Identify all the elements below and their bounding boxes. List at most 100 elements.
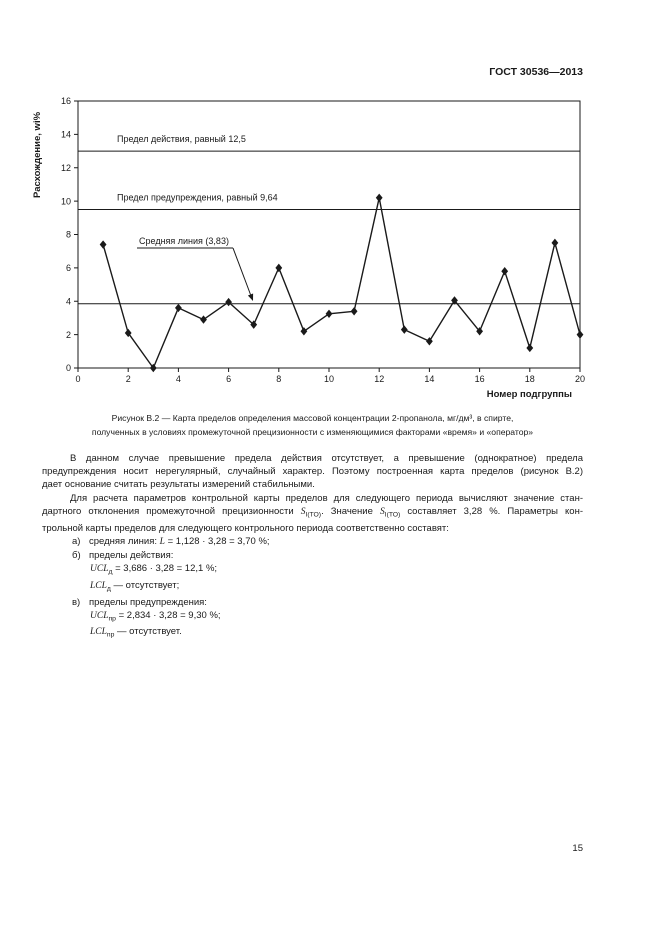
list-marker: б): [72, 549, 81, 561]
x-tick-label: 16: [475, 374, 485, 384]
x-tick-label: 12: [374, 374, 384, 384]
x-tick-label: 14: [424, 374, 434, 384]
formula-text: = 3,686 · 3,28 = 12,1 %;: [112, 563, 218, 575]
figure-caption-line-2: полученных в условиях промежуточной прец…: [91, 426, 534, 437]
paragraph-1-line-3: дает основание считать результаты измере…: [42, 479, 315, 491]
ucl-symbol: UCL: [90, 610, 109, 621]
y-tick-label: 8: [66, 230, 71, 240]
x-tick-label: 10: [324, 374, 334, 384]
y-tick-label: 6: [66, 263, 71, 273]
x-tick-label: 18: [525, 374, 535, 384]
std-deviation-subscript: I(ТО): [384, 511, 401, 519]
x-axis: 0 2 4 6 8 10 12 14 16 18 20: [75, 368, 585, 384]
data-point-marker: [400, 325, 408, 334]
x-tick-label: 6: [226, 374, 231, 384]
ref-line-warning-limit: Предел предупреждения, равный 9,64: [78, 192, 580, 210]
paragraph-2-line-2-text: составляет 3,28 %. Параметры кон-: [400, 505, 583, 517]
lcl-symbol: LCL: [90, 580, 107, 591]
lcl-subscript: д: [106, 585, 111, 593]
y-tick-label: 14: [61, 130, 71, 140]
formula-ucl-action: UCLд = 3,686 · 3,28 = 12,1 %;: [42, 562, 583, 579]
x-axis-title: Номер подгруппы: [487, 389, 572, 400]
body-text: В данном случае превышение предела дейст…: [42, 452, 583, 642]
x-tick-label: 0: [75, 374, 80, 384]
list-item-b: б) пределы действия:: [42, 549, 583, 562]
data-point-marker: [576, 330, 584, 339]
x-tick-label: 4: [176, 374, 181, 384]
y-tick-label: 0: [66, 363, 71, 373]
list-marker: а): [72, 535, 81, 547]
list-item-text: пределы действия:: [89, 549, 174, 561]
x-tick-label: 8: [276, 374, 281, 384]
formula-lcl-action: LCLд — отсутствует;: [42, 579, 583, 596]
data-point-marker: [526, 343, 534, 353]
paragraph-2-line-1: Для расчета параметров контрольной карты…: [70, 492, 583, 504]
callout-arrowhead: [247, 293, 254, 301]
data-point-marker: [149, 363, 157, 373]
paragraph-2-line-3: трольной карты пределов для следующего к…: [42, 522, 449, 534]
data-point-marker: [325, 309, 333, 318]
x-tick-label: 2: [126, 374, 131, 384]
y-tick-label: 4: [66, 296, 71, 306]
list-marker: в): [72, 596, 81, 608]
y-tick-label: 16: [61, 96, 71, 106]
center-line-symbol: L: [159, 536, 165, 547]
data-point-marker: [300, 327, 308, 336]
y-tick-label: 10: [61, 196, 71, 206]
formula-text: — отсутствует;: [110, 579, 180, 591]
paragraph-1-line-1: В данном случае превышение предела дейст…: [70, 453, 583, 464]
lcl-subscript: пр: [106, 631, 115, 639]
x-tick-label: 20: [575, 374, 585, 384]
control-chart: 0 2 4 6 8 10 12 14 16 0 2 4 6 8 10 12 14 16 18 20 Предел дей…: [32, 96, 585, 400]
std-deviation-symbol: S: [379, 506, 385, 517]
warning-limit-label: Предел предупреждения, равный 9,64: [117, 192, 278, 202]
paragraph-2-line-2: дартного отклонения промежуточной прециз…: [42, 505, 583, 522]
data-point-marker: [200, 315, 207, 324]
ref-line-center-line: Средняя линия (3,83): [78, 236, 580, 305]
list-item-formula: = 1,128 · 3,28 = 3,70 %;: [164, 535, 270, 547]
data-point-marker: [451, 296, 458, 305]
center-line-label: Средняя линия (3,83): [139, 236, 229, 246]
formula-lcl-warning: LCLпр — отсутствует.: [42, 625, 583, 642]
data-line: [102, 197, 581, 369]
page-number: 15: [572, 843, 583, 854]
data-point-marker: [99, 240, 107, 249]
data-point-marker: [350, 307, 358, 316]
data-point-marker: [426, 337, 433, 346]
data-point-marker: [175, 303, 182, 313]
data-point-marker: [275, 263, 283, 273]
std-deviation-subscript: I(ТО): [305, 511, 322, 519]
paragraph-2-line-2-text: дартного отклонения промежуточной прециз…: [42, 505, 301, 517]
figure-caption-line-1: Рисунок В.2 — Карта пределов определения…: [111, 413, 514, 423]
list-item-c: в) пределы предупреждения:: [42, 596, 583, 609]
formula-text: = 2,834 · 3,28 = 9,30 %;: [115, 609, 221, 621]
paragraph-1-line-2: предупреждения носит нерегулярный, случа…: [42, 466, 583, 478]
list-item-text: пределы предупреждения:: [89, 596, 207, 608]
figure-caption: Рисунок В.2 — Карта пределов определения…: [42, 412, 583, 439]
data-point-marker: [476, 327, 483, 336]
lcl-symbol: LCL: [90, 627, 107, 638]
y-tick-label: 2: [66, 330, 71, 340]
ref-line-action-limit: Предел действия, равный 12,5: [78, 134, 580, 152]
std-deviation-symbol: S: [300, 506, 306, 517]
formula-text: — отсутствует.: [114, 626, 182, 638]
data-point-marker: [225, 297, 232, 307]
ucl-symbol: UCL: [90, 564, 109, 575]
paragraph-2-line-2-text: . Значение: [321, 505, 380, 517]
ucl-subscript: пр: [108, 615, 116, 623]
data-point-marker: [501, 267, 509, 276]
ucl-subscript: д: [108, 568, 113, 576]
y-tick-label: 12: [61, 163, 71, 173]
y-axis: 0 2 4 6 8 10 12 14 16: [61, 96, 78, 373]
list-item-text: средняя линия:: [89, 535, 160, 547]
data-point-marker: [375, 193, 383, 202]
y-axis-title: Расхождение, wi%: [32, 111, 43, 198]
formula-ucl-warning: UCLпр = 2,834 · 3,28 = 9,30 %;: [42, 609, 583, 626]
action-limit-label: Предел действия, равный 12,5: [117, 134, 246, 144]
data-point-marker: [124, 328, 132, 338]
data-series: [99, 193, 584, 373]
page-header: ГОСТ 30536—2013: [489, 66, 583, 78]
callout-leader: [232, 247, 251, 295]
data-point-marker: [250, 320, 258, 329]
